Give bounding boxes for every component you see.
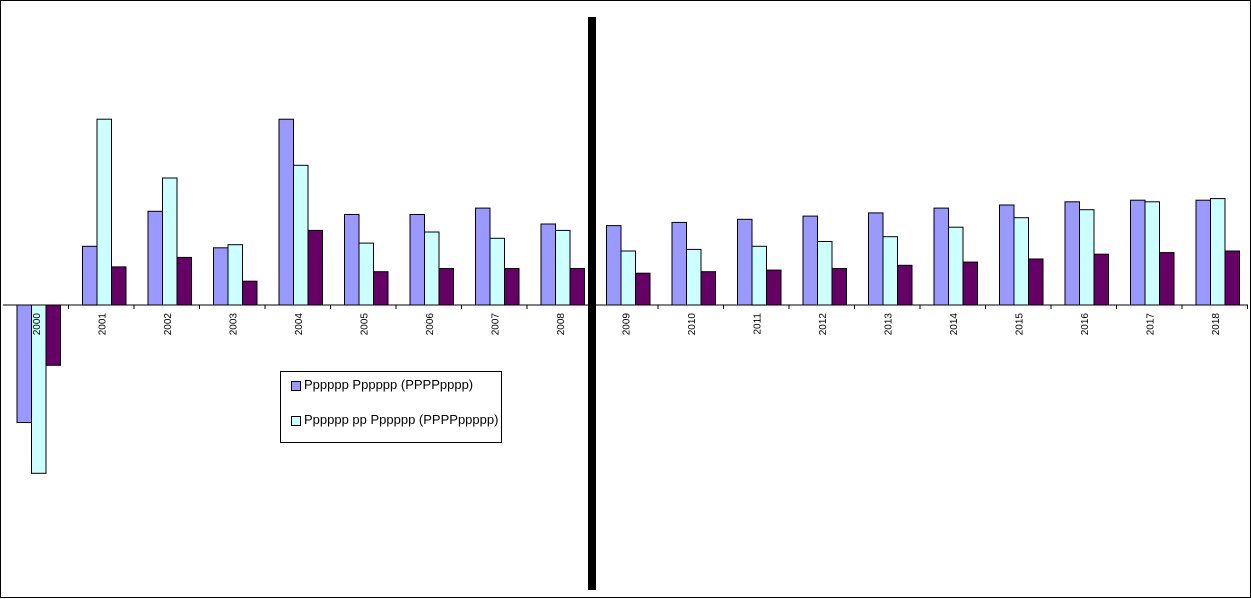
bar-series-3-2009	[635, 272, 651, 306]
period-divider-line	[588, 17, 596, 590]
bar-series-1-2003	[213, 247, 229, 306]
x-tick-label-2007: 2007	[490, 313, 501, 336]
bar-series-3-2001	[111, 266, 127, 306]
bar-series-3-2014	[962, 261, 978, 306]
x-axis-tick-labels: 2000 2001 2002 2003 2004 2005 2006 2007 2008 2009…	[32, 313, 1222, 336]
bar-series-1-2008	[540, 223, 556, 306]
bar-series-1-2007	[475, 207, 491, 306]
bar-series-3-2003	[242, 280, 258, 306]
bar-series-2-2014	[948, 226, 964, 306]
bar-series-1-2000	[16, 304, 32, 423]
x-axis-ticks	[68, 305, 1248, 309]
bar-series-3-2016	[1093, 253, 1109, 306]
bar-series-1-2010	[671, 221, 687, 306]
legend-item-series-1: Pppppp Pppppp (PPPPpppp)	[291, 377, 499, 393]
bars-layer	[16, 118, 1240, 474]
bar-series-3-2015	[1028, 258, 1044, 306]
x-tick-label-2008: 2008	[556, 313, 567, 336]
legend-label-series-2: Pppppp pp Pppppp (PPPPppppp)	[304, 412, 499, 427]
bar-series-3-2017	[1159, 252, 1175, 306]
bar-series-3-2002	[176, 256, 192, 306]
bar-series-2-2008	[555, 229, 571, 306]
bar-series-2-2018	[1210, 198, 1226, 306]
bar-series-2-2013	[882, 236, 898, 306]
bar-series-1-2002	[147, 210, 163, 306]
bar-series-1-2005	[344, 214, 360, 306]
bar-series-1-2015	[999, 204, 1015, 306]
x-tick-label-2009: 2009	[621, 313, 632, 336]
bar-series-1-2012	[802, 215, 818, 306]
bar-series-1-2011	[737, 218, 753, 306]
bar-series-1-2006	[409, 214, 425, 306]
legend-swatch-series-2	[291, 416, 301, 426]
bar-series-3-2018	[1224, 250, 1240, 306]
bar-series-1-2004	[278, 118, 294, 306]
bar-series-2-2003	[227, 244, 243, 306]
bar-series-3-2008	[569, 268, 585, 306]
bar-series-3-2011	[766, 269, 782, 306]
bar-series-2-2011	[751, 245, 767, 306]
bar-series-2-2007	[489, 237, 505, 306]
x-tick-label-2005: 2005	[359, 313, 370, 336]
x-tick-label-2015: 2015	[1014, 313, 1025, 336]
bar-series-2-2001	[96, 118, 112, 306]
bar-series-3-2006	[438, 268, 454, 306]
x-tick-label-2016: 2016	[1080, 313, 1091, 336]
bar-series-2-2009	[620, 250, 636, 306]
bar-series-2-2017	[1144, 201, 1160, 306]
bar-series-3-2010	[700, 271, 716, 306]
x-tick-label-2001: 2001	[97, 313, 108, 336]
bar-series-1-2013	[868, 212, 884, 306]
legend-swatch-series-1	[291, 381, 301, 391]
x-tick-label-2012: 2012	[818, 313, 829, 336]
legend: Pppppp Pppppp (PPPPpppp) Pppppp pp Ppppp…	[280, 371, 502, 443]
bar-series-2-2010	[686, 248, 702, 306]
bar-series-3-2005	[373, 271, 389, 306]
bar-series-3-2000	[45, 304, 61, 366]
bar-series-3-2012	[831, 268, 847, 306]
x-tick-label-2000: 2000	[32, 313, 43, 336]
bar-series-1-2001	[82, 245, 98, 306]
bar-series-2-2004	[293, 164, 309, 306]
x-tick-label-2014: 2014	[949, 313, 960, 336]
x-tick-label-2011: 2011	[752, 313, 763, 335]
bar-series-1-2016	[1064, 201, 1080, 306]
x-tick-label-2003: 2003	[228, 313, 239, 336]
bar-series-3-2013	[897, 264, 913, 306]
bar-series-2-2005	[358, 242, 374, 306]
x-tick-label-2006: 2006	[425, 313, 436, 336]
x-tick-label-2018: 2018	[1211, 313, 1222, 336]
bar-series-3-2007	[504, 268, 520, 306]
bar-series-1-2014	[933, 207, 949, 306]
bar-series-2-2006	[424, 231, 440, 306]
bar-series-1-2009	[606, 225, 622, 306]
bar-series-2-2002	[162, 177, 178, 306]
x-tick-label-2013: 2013	[883, 313, 894, 336]
bar-series-2-2015	[1013, 217, 1029, 306]
bar-series-3-2004	[307, 229, 323, 306]
bar-series-2-2012	[817, 241, 833, 306]
x-tick-label-2017: 2017	[1145, 313, 1156, 336]
legend-label-series-1: Pppppp Pppppp (PPPPpppp)	[304, 377, 474, 392]
legend-item-series-2: Pppppp pp Pppppp (PPPPppppp)	[291, 412, 499, 428]
bar-series-1-2018	[1195, 199, 1211, 306]
x-tick-label-2010: 2010	[687, 313, 698, 336]
x-tick-label-2002: 2002	[163, 313, 174, 336]
bar-series-1-2017	[1130, 199, 1146, 306]
x-tick-label-2004: 2004	[294, 313, 305, 336]
bar-series-2-2016	[1079, 209, 1095, 306]
